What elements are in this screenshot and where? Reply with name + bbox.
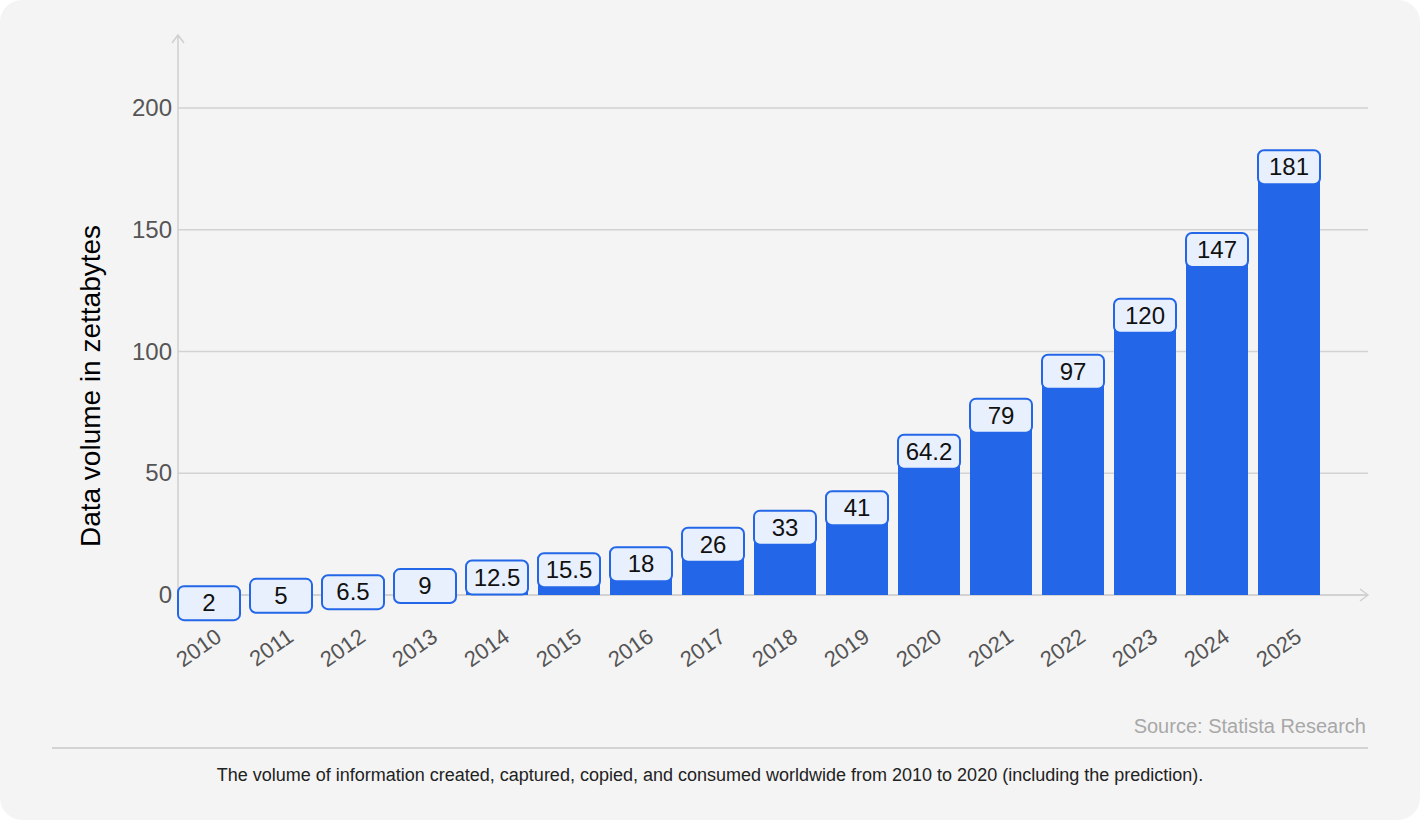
- x-tick-label: 2018: [747, 624, 801, 673]
- label-box: [466, 561, 528, 595]
- x-tick-label: 2012: [315, 624, 369, 673]
- separator: [52, 747, 1368, 749]
- label-box: [178, 586, 240, 620]
- bar: [538, 557, 600, 595]
- data-label: 6.5: [336, 578, 369, 605]
- card: 0 50 100 150 200 2 5 6.5 9 12.5 15.5 18 26 33 41 64.2 79…: [0, 0, 1420, 820]
- y-tick-label: 100: [132, 338, 172, 365]
- bars: [178, 154, 1320, 595]
- data-label: 147: [1197, 236, 1237, 263]
- label-box: [538, 553, 600, 587]
- label-box: [1114, 299, 1176, 333]
- y-tick-label: 0: [159, 581, 172, 608]
- label-box: [754, 511, 816, 545]
- data-label: 5: [274, 582, 287, 609]
- x-tick-label: 2011: [245, 624, 298, 672]
- data-label: 79: [988, 402, 1015, 429]
- label-box: [394, 569, 456, 603]
- bar: [1042, 359, 1104, 595]
- bar: [1114, 303, 1176, 595]
- x-tick-label: 2025: [1251, 624, 1305, 673]
- x-tick-label: 2019: [819, 624, 873, 673]
- bar: [1186, 237, 1248, 595]
- bar: [466, 565, 528, 595]
- data-label: 97: [1060, 358, 1087, 385]
- x-tick-label: 2020: [891, 624, 945, 673]
- x-tick-label: 2013: [387, 624, 441, 673]
- label-box: [1186, 233, 1248, 267]
- grid-line: [178, 229, 1368, 231]
- y-tick-label: 200: [132, 94, 172, 121]
- label-box: [826, 491, 888, 525]
- caption: The volume of information created, captu…: [217, 765, 1204, 785]
- bar: [898, 439, 960, 595]
- y-tick-label: 150: [132, 216, 172, 243]
- y-axis-arrow: [172, 35, 184, 43]
- grid-line: [178, 107, 1368, 109]
- data-label: 9: [418, 572, 431, 599]
- x-tick-label: 2014: [459, 624, 513, 673]
- data-label: 18: [628, 550, 655, 577]
- label-box: [250, 579, 312, 613]
- data-label: 15.5: [546, 556, 593, 583]
- label-box: [610, 547, 672, 581]
- data-label: 2: [202, 589, 215, 616]
- label-box: [682, 528, 744, 562]
- x-tick-label: 2010: [171, 624, 225, 673]
- x-tick-label: 2024: [1179, 624, 1233, 673]
- x-tick-label: 2017: [675, 624, 729, 673]
- label-box: [322, 575, 384, 609]
- x-tick-label: 2022: [1035, 624, 1089, 673]
- x-tick-label: 2015: [531, 624, 585, 673]
- data-label: 181: [1269, 153, 1309, 180]
- label-box: [970, 399, 1032, 433]
- data-label: 120: [1125, 302, 1165, 329]
- x-axis-arrow: [1360, 589, 1368, 601]
- data-label: 33: [772, 514, 799, 541]
- data-label: 26: [700, 531, 727, 558]
- y-axis-title: Data volume in zettabytes: [75, 225, 106, 547]
- label-box: [1042, 355, 1104, 389]
- x-tick-label: 2023: [1107, 624, 1161, 673]
- bar: [1258, 154, 1320, 595]
- source: Source: Statista Research: [1134, 715, 1366, 737]
- y-tick-label: 50: [145, 459, 172, 486]
- data-label: 64.2: [906, 438, 953, 465]
- data-label: 12.5: [474, 564, 521, 591]
- label-box: [898, 435, 960, 469]
- y-axis: [177, 35, 179, 595]
- x-tick-label: 2016: [603, 624, 657, 673]
- chart: 0 50 100 150 200 2 5 6.5 9 12.5 15.5 18 26 33 41 64.2 79…: [0, 0, 1420, 820]
- data-labels: 2 5 6.5 9 12.5 15.5 18 26 33 41 64.2 79 97 120 147 181: [178, 150, 1320, 620]
- data-label: 41: [844, 494, 871, 521]
- label-box: [1258, 150, 1320, 184]
- x-tick-label: 2021: [963, 624, 1017, 673]
